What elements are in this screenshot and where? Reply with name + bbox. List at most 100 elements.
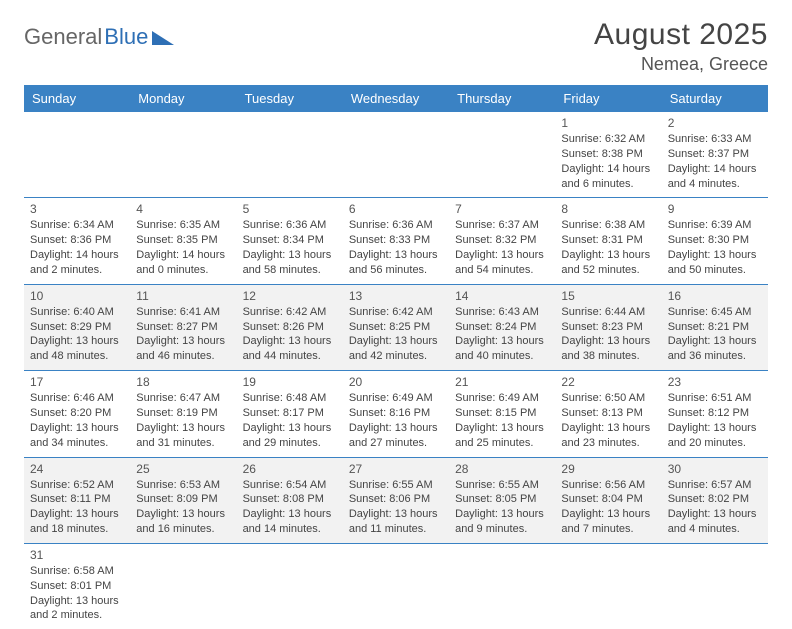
day-info: Sunrise: 6:50 AMSunset: 8:13 PMDaylight:… xyxy=(561,391,655,450)
calendar-day-cell: 15 Sunrise: 6:44 AMSunset: 8:23 PMDayligh… xyxy=(555,284,661,370)
day-number: 26 xyxy=(243,462,337,476)
daylight-text: Daylight: 13 hours and 9 minutes. xyxy=(455,507,549,537)
flag-icon xyxy=(152,29,174,45)
calendar-day-cell: 14Sunrise: 6:43 AMSunset: 8:24 PMDayligh… xyxy=(449,284,555,370)
calendar-day-cell: 17 Sunrise: 6:46 AMSunset: 8:20 PMDayligh… xyxy=(24,371,130,457)
day-info: Sunrise: 6:53 AMSunset: 8:09 PMDaylight:… xyxy=(136,478,230,537)
daylight-text: Daylight: 13 hours and 20 minutes. xyxy=(668,421,762,451)
sunset-text: Sunset: 8:01 PM xyxy=(30,579,124,594)
sunset-text: Sunset: 8:34 PM xyxy=(243,233,337,248)
day-info: Sunrise: 6:55 AMSunset: 8:06 PMDaylight:… xyxy=(349,478,443,537)
day-number: 25 xyxy=(136,462,230,476)
sunset-text: Sunset: 8:29 PM xyxy=(30,320,124,335)
sunrise-text: Sunrise: 6:57 AM xyxy=(668,478,762,493)
daylight-text: Daylight: 13 hours and 42 minutes. xyxy=(349,334,443,364)
daylight-text: Daylight: 13 hours and 7 minutes. xyxy=(561,507,655,537)
sunrise-text: Sunrise: 6:51 AM xyxy=(668,391,762,406)
sunrise-text: Sunrise: 6:45 AM xyxy=(668,305,762,320)
calendar-day-cell: 4Sunrise: 6:35 AMSunset: 8:35 PMDaylight… xyxy=(130,198,236,284)
daylight-text: Daylight: 13 hours and 40 minutes. xyxy=(455,334,549,364)
calendar-day-cell: 25 Sunrise: 6:53 AMSunset: 8:09 PMDayligh… xyxy=(130,457,236,543)
sunset-text: Sunset: 8:30 PM xyxy=(668,233,762,248)
sunset-text: Sunset: 8:15 PM xyxy=(455,406,549,421)
day-info: Sunrise: 6:55 AMSunset: 8:05 PMDaylight:… xyxy=(455,478,549,537)
weekday-header: Saturday xyxy=(662,85,768,112)
daylight-text: Daylight: 13 hours and 18 minutes. xyxy=(30,507,124,537)
weekday-header: Sunday xyxy=(24,85,130,112)
day-number: 3 xyxy=(30,202,124,216)
calendar-day-cell: 7Sunrise: 6:37 AMSunset: 8:32 PMDaylight… xyxy=(449,198,555,284)
sunrise-text: Sunrise: 6:58 AM xyxy=(30,564,124,579)
day-info: Sunrise: 6:54 AMSunset: 8:08 PMDaylight:… xyxy=(243,478,337,537)
sunset-text: Sunset: 8:24 PM xyxy=(455,320,549,335)
calendar-day-cell: 3Sunrise: 6:34 AMSunset: 8:36 PMDaylight… xyxy=(24,198,130,284)
daylight-text: Daylight: 13 hours and 46 minutes. xyxy=(136,334,230,364)
calendar-day-cell: 13Sunrise: 6:42 AMSunset: 8:25 PMDayligh… xyxy=(343,284,449,370)
sunset-text: Sunset: 8:37 PM xyxy=(668,147,762,162)
day-number: 11 xyxy=(136,289,230,303)
daylight-text: Daylight: 13 hours and 11 minutes. xyxy=(349,507,443,537)
day-number: 27 xyxy=(349,462,443,476)
daylight-text: Daylight: 13 hours and 2 minutes. xyxy=(30,594,124,624)
calendar-day-cell: 1Sunrise: 6:32 AMSunset: 8:38 PMDaylight… xyxy=(555,112,661,198)
sunrise-text: Sunrise: 6:50 AM xyxy=(561,391,655,406)
day-info: Sunrise: 6:43 AMSunset: 8:24 PMDaylight:… xyxy=(455,305,549,364)
sunset-text: Sunset: 8:19 PM xyxy=(136,406,230,421)
daylight-text: Daylight: 13 hours and 16 minutes. xyxy=(136,507,230,537)
day-number: 12 xyxy=(243,289,337,303)
sunrise-text: Sunrise: 6:37 AM xyxy=(455,218,549,233)
sunrise-text: Sunrise: 6:34 AM xyxy=(30,218,124,233)
sunrise-text: Sunrise: 6:55 AM xyxy=(349,478,443,493)
day-info: Sunrise: 6:57 AMSunset: 8:02 PMDaylight:… xyxy=(668,478,762,537)
calendar-day-cell: 5Sunrise: 6:36 AMSunset: 8:34 PMDaylight… xyxy=(237,198,343,284)
logo-text-gray: General xyxy=(24,24,102,50)
logo: GeneralBlue xyxy=(24,18,174,50)
sunset-text: Sunset: 8:35 PM xyxy=(136,233,230,248)
day-info: Sunrise: 6:46 AMSunset: 8:20 PMDaylight:… xyxy=(30,391,124,450)
calendar-day-cell: 9Sunrise: 6:39 AMSunset: 8:30 PMDaylight… xyxy=(662,198,768,284)
daylight-text: Daylight: 13 hours and 44 minutes. xyxy=(243,334,337,364)
weekday-header: Thursday xyxy=(449,85,555,112)
sunset-text: Sunset: 8:36 PM xyxy=(30,233,124,248)
calendar-day-cell: 26 Sunrise: 6:54 AMSunset: 8:08 PMDayligh… xyxy=(237,457,343,543)
sunrise-text: Sunrise: 6:55 AM xyxy=(455,478,549,493)
day-info: Sunrise: 6:47 AMSunset: 8:19 PMDaylight:… xyxy=(136,391,230,450)
daylight-text: Daylight: 13 hours and 4 minutes. xyxy=(668,507,762,537)
day-info: Sunrise: 6:44 AMSunset: 8:23 PMDaylight:… xyxy=(561,305,655,364)
sunset-text: Sunset: 8:04 PM xyxy=(561,492,655,507)
day-info: Sunrise: 6:42 AMSunset: 8:26 PMDaylight:… xyxy=(243,305,337,364)
calendar-day-cell xyxy=(343,112,449,198)
day-info: Sunrise: 6:41 AMSunset: 8:27 PMDaylight:… xyxy=(136,305,230,364)
day-number: 15 xyxy=(561,289,655,303)
sunrise-text: Sunrise: 6:39 AM xyxy=(668,218,762,233)
day-number: 6 xyxy=(349,202,443,216)
sunset-text: Sunset: 8:23 PM xyxy=(561,320,655,335)
daylight-text: Daylight: 14 hours and 0 minutes. xyxy=(136,248,230,278)
day-info: Sunrise: 6:56 AMSunset: 8:04 PMDaylight:… xyxy=(561,478,655,537)
day-number: 10 xyxy=(30,289,124,303)
calendar-week-row: 1Sunrise: 6:32 AMSunset: 8:38 PMDaylight… xyxy=(24,112,768,198)
header: GeneralBlue August 2025 Nemea, Greece xyxy=(24,18,768,75)
sunset-text: Sunset: 8:20 PM xyxy=(30,406,124,421)
daylight-text: Daylight: 13 hours and 31 minutes. xyxy=(136,421,230,451)
sunrise-text: Sunrise: 6:49 AM xyxy=(349,391,443,406)
day-number: 24 xyxy=(30,462,124,476)
sunrise-text: Sunrise: 6:54 AM xyxy=(243,478,337,493)
sunset-text: Sunset: 8:38 PM xyxy=(561,147,655,162)
calendar-week-row: 10Sunrise: 6:40 AMSunset: 8:29 PMDayligh… xyxy=(24,284,768,370)
day-number: 16 xyxy=(668,289,762,303)
day-info: Sunrise: 6:38 AMSunset: 8:31 PMDaylight:… xyxy=(561,218,655,277)
day-info: Sunrise: 6:32 AMSunset: 8:38 PMDaylight:… xyxy=(561,132,655,191)
sunrise-text: Sunrise: 6:38 AM xyxy=(561,218,655,233)
day-info: Sunrise: 6:45 AMSunset: 8:21 PMDaylight:… xyxy=(668,305,762,364)
day-number: 18 xyxy=(136,375,230,389)
sunset-text: Sunset: 8:21 PM xyxy=(668,320,762,335)
day-info: Sunrise: 6:42 AMSunset: 8:25 PMDaylight:… xyxy=(349,305,443,364)
daylight-text: Daylight: 14 hours and 6 minutes. xyxy=(561,162,655,192)
day-number: 17 xyxy=(30,375,124,389)
calendar-day-cell: 21Sunrise: 6:49 AMSunset: 8:15 PMDayligh… xyxy=(449,371,555,457)
day-number: 9 xyxy=(668,202,762,216)
day-info: Sunrise: 6:33 AMSunset: 8:37 PMDaylight:… xyxy=(668,132,762,191)
day-number: 28 xyxy=(455,462,549,476)
day-number: 7 xyxy=(455,202,549,216)
